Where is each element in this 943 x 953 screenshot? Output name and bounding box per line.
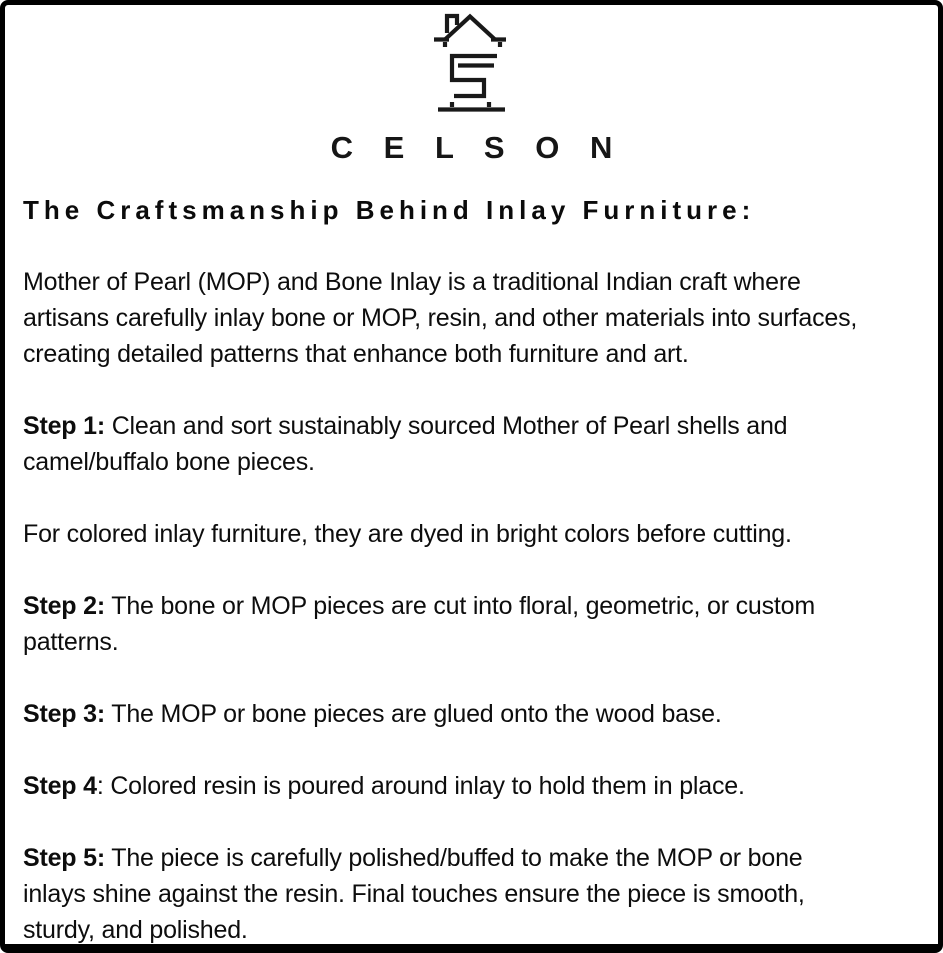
- base-ticks-shape: [449, 102, 491, 107]
- eave-ticks-shape: [442, 42, 502, 47]
- chimney-shape: [444, 13, 459, 33]
- step-3-label: Step 3:: [23, 700, 105, 728]
- paragraph-text: : Colored resin is poured around inlay t…: [96, 772, 745, 800]
- paragraph-text: Mother of Pearl (MOP) and Bone Inlay is …: [23, 268, 858, 368]
- house-with-s-monogram-icon: [433, 13, 506, 112]
- s-monogram-shape: [449, 53, 497, 99]
- colored-inlay-paragraph: For colored inlay furniture, they are dy…: [23, 516, 863, 552]
- step-3-paragraph: Step 3: The MOP or bone pieces are glued…: [23, 696, 863, 732]
- step-2-paragraph: Step 2: The bone or MOP pieces are cut i…: [23, 588, 863, 660]
- step-4-label: Step 4: [23, 772, 97, 800]
- step-4-paragraph: Step 4: Colored resin is poured around i…: [23, 768, 863, 804]
- paragraph-text: For colored inlay furniture, they are dy…: [23, 520, 792, 548]
- paragraph-text: The bone or MOP pieces are cut into flor…: [23, 592, 815, 656]
- logo-container: [5, 12, 938, 121]
- step-1-label: Step 1:: [23, 412, 105, 440]
- page-title: The Craftsmanship Behind Inlay Furniture…: [23, 195, 756, 225]
- paragraph-text: The piece is carefully polished/buffed t…: [23, 844, 805, 944]
- step-2-label: Step 2:: [23, 592, 105, 620]
- intro-paragraph: Mother of Pearl (MOP) and Bone Inlay is …: [23, 264, 863, 372]
- paragraph-text: Clean and sort sustainably sourced Mothe…: [23, 412, 788, 476]
- step-1-paragraph: Step 1: Clean and sort sustainably sourc…: [23, 408, 863, 480]
- brand-wordmark: C E L S O N: [330, 130, 624, 165]
- paragraph-text: The MOP or bone pieces are glued onto th…: [104, 700, 722, 728]
- step-5-paragraph: Step 5: The piece is carefully polished/…: [23, 840, 863, 944]
- step-5-label: Step 5:: [23, 844, 105, 872]
- roof-shape: [443, 13, 496, 42]
- body-text: Mother of Pearl (MOP) and Bone Inlay is …: [23, 264, 863, 944]
